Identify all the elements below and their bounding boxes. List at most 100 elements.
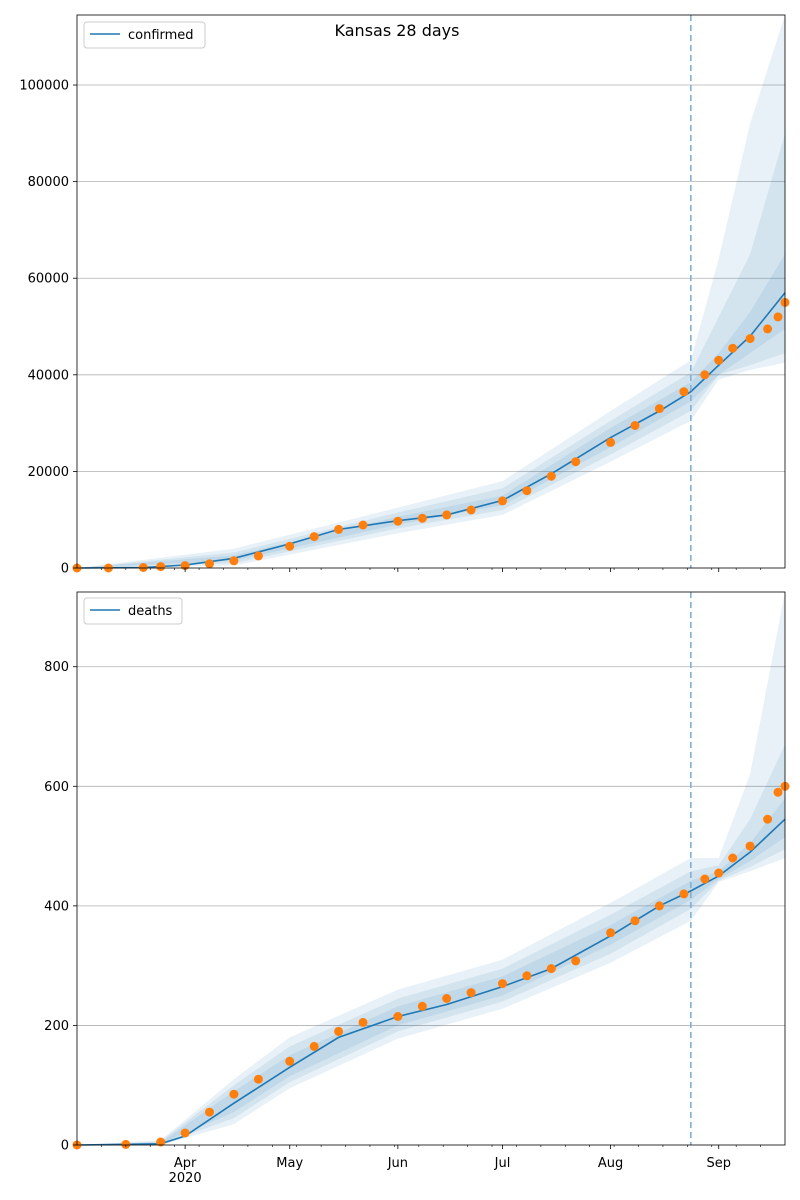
observed-point <box>763 324 773 334</box>
observed-point <box>466 505 476 515</box>
observed-point <box>679 387 689 397</box>
observed-point <box>334 1026 344 1036</box>
observed-point <box>180 1128 190 1138</box>
observed-point <box>606 928 616 938</box>
confirmed-x-axis-ticks <box>101 568 761 572</box>
uncertainty-band-1 <box>77 798 785 1145</box>
observed-point <box>700 370 710 380</box>
observed-point <box>393 516 403 526</box>
confirmed-axes-frame <box>76 14 786 569</box>
observed-point <box>714 355 724 365</box>
y-tick-label: 100000 <box>19 79 69 94</box>
deaths-observed-points <box>72 781 790 1150</box>
x-tick-label: Apr <box>174 1156 197 1171</box>
observed-point <box>728 853 738 863</box>
y-tick-label: 600 <box>44 780 69 795</box>
axes-frame <box>76 591 786 1146</box>
x-tick-label: Jun <box>387 1156 408 1171</box>
uncertainty-band-1 <box>77 254 785 568</box>
observed-point <box>571 956 581 966</box>
confirmed-observed-points <box>72 297 790 573</box>
y-tick-label: 40000 <box>28 368 69 383</box>
x-year-label: 2020 <box>169 1171 202 1186</box>
observed-point <box>229 1089 239 1099</box>
uncertainty-band-2 <box>77 744 785 1145</box>
observed-point <box>442 994 452 1003</box>
observed-point <box>654 404 664 414</box>
observed-point <box>522 971 532 981</box>
y-tick-label: 0 <box>61 562 69 577</box>
legend-box <box>83 597 183 625</box>
deaths-x-axis: Apr May Jun Jul Aug Sep 2020 <box>101 1145 761 1186</box>
observed-point <box>546 471 556 481</box>
observed-point <box>606 437 616 447</box>
observed-point <box>156 1137 166 1147</box>
deaths-gridlines <box>77 666 785 1026</box>
observed-point <box>700 874 710 884</box>
observed-point <box>334 524 344 534</box>
confirmed-gridlines <box>77 84 785 472</box>
legend-label-confirmed: confirmed <box>128 28 194 43</box>
observed-point <box>285 541 295 551</box>
axes-frame <box>76 14 786 569</box>
observed-point <box>417 1001 427 1011</box>
confirmed-y-axis: 0 20000 40000 60000 80000 100000 <box>19 79 77 577</box>
y-tick-label: 200 <box>44 1019 69 1034</box>
observed-point <box>358 520 368 530</box>
observed-point <box>546 964 556 974</box>
observed-point <box>253 551 263 561</box>
y-tick-label: 400 <box>44 899 69 914</box>
observed-point <box>498 979 507 989</box>
chart-title: Kansas 28 days <box>335 21 460 40</box>
observed-point <box>229 556 239 566</box>
deaths-uncertainty-bands <box>77 592 785 1145</box>
observed-point <box>498 496 507 506</box>
observed-point <box>714 868 724 878</box>
observed-point <box>630 421 640 430</box>
observed-point <box>773 312 783 322</box>
y-tick-label: 20000 <box>28 465 69 480</box>
observed-point <box>763 814 773 824</box>
observed-point <box>417 513 427 523</box>
observed-point <box>571 457 581 467</box>
observed-point <box>745 841 755 851</box>
confirmed-panel: 0 20000 40000 60000 80000 100000 confirmed <box>19 14 790 577</box>
observed-point <box>773 787 783 797</box>
legend-label-deaths: deaths <box>128 604 173 619</box>
observed-point <box>138 563 148 572</box>
observed-point <box>679 889 689 899</box>
observed-point <box>728 343 738 353</box>
observed-point <box>393 1012 403 1021</box>
observed-point <box>253 1074 263 1084</box>
deaths-panel: 0 200 400 600 800 Apr May Jun Jul Aug Sep 2020 dea… <box>44 591 790 1186</box>
observed-point <box>630 916 640 926</box>
uncertainty-band-3 <box>77 592 785 1145</box>
observed-point <box>442 510 452 520</box>
deaths-axes-frame <box>76 591 786 1146</box>
confirmed-uncertainty-bands <box>77 15 785 569</box>
observed-point <box>522 486 532 496</box>
legend-box <box>83 21 206 49</box>
observed-point <box>285 1056 295 1066</box>
observed-point <box>745 334 755 344</box>
observed-point <box>205 1107 214 1117</box>
x-tick-label: Sep <box>706 1156 731 1171</box>
x-tick-label: May <box>276 1156 303 1171</box>
deaths-legend: deaths <box>83 597 183 625</box>
uncertainty-band-3 <box>77 15 785 568</box>
confirmed-legend: confirmed <box>83 21 206 49</box>
y-tick-label: 800 <box>44 660 69 675</box>
observed-point <box>654 901 664 911</box>
x-tick-label: Jul <box>494 1156 511 1171</box>
observed-point <box>309 532 319 542</box>
observed-point <box>121 1139 131 1149</box>
y-tick-label: 80000 <box>28 175 69 190</box>
x-tick-label: Aug <box>598 1156 623 1171</box>
observed-point <box>156 562 166 572</box>
observed-point <box>309 1041 319 1051</box>
y-tick-label: 0 <box>61 1139 69 1154</box>
observed-point <box>205 559 214 569</box>
observed-point <box>358 1017 368 1027</box>
deaths-y-axis: 0 200 400 600 800 <box>44 660 77 1154</box>
